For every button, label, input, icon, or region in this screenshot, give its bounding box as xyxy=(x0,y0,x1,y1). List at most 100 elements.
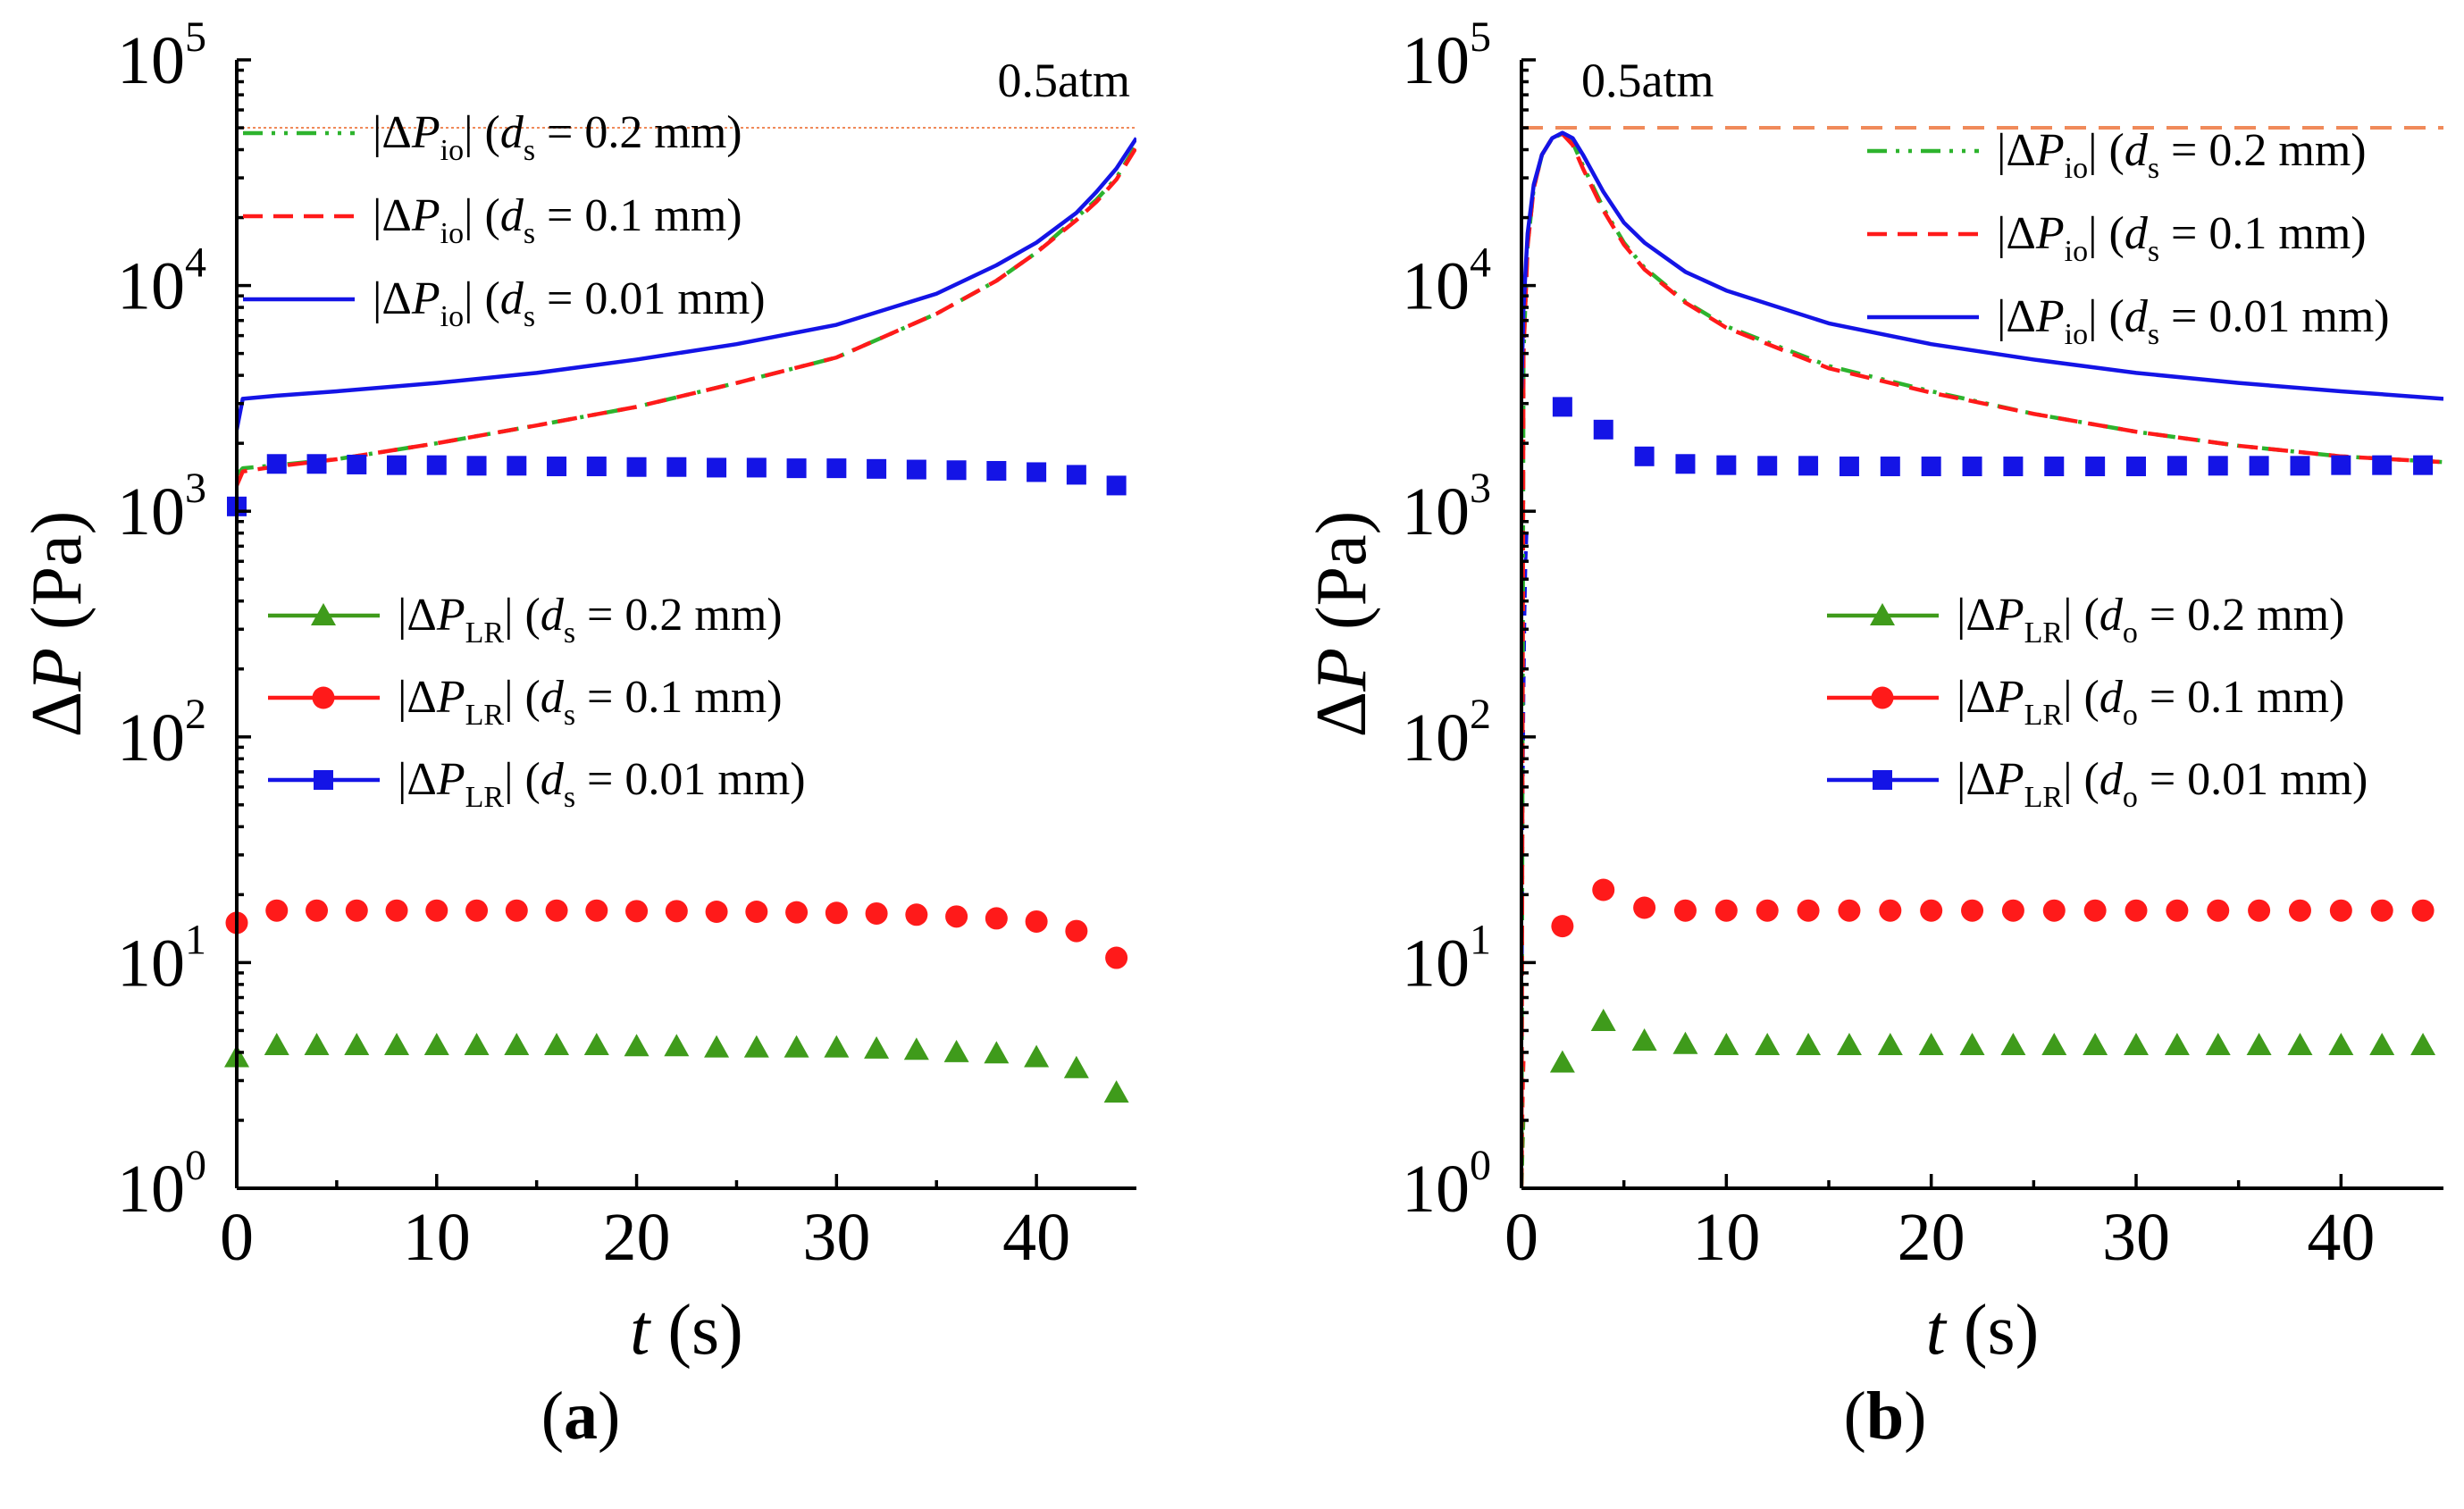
legend-marker xyxy=(314,770,333,790)
data-point xyxy=(1838,899,1861,922)
data-point xyxy=(1756,899,1779,922)
y-axis-title: ΔP (Pa) xyxy=(18,511,96,738)
x-tick-label: 20 xyxy=(1898,1200,1965,1275)
data-point xyxy=(1552,397,1572,417)
data-point xyxy=(1675,454,1696,474)
data-point xyxy=(583,1032,609,1055)
data-point xyxy=(1066,465,1086,485)
data-point xyxy=(545,899,568,922)
data-point xyxy=(347,454,367,474)
data-point xyxy=(1880,457,1900,477)
data-point xyxy=(2083,899,2107,922)
legend-marker xyxy=(312,686,335,709)
legend-marker xyxy=(1871,686,1894,709)
data-point xyxy=(1877,1032,1903,1055)
y-tick-label: 102 xyxy=(117,691,206,775)
data-point xyxy=(1836,1032,1862,1055)
data-point xyxy=(664,1034,690,1057)
data-point xyxy=(2328,1032,2354,1055)
data-point xyxy=(1672,1031,1698,1054)
data-point xyxy=(2208,456,2228,476)
legend-label: |ΔPio| (ds = 0.1 mm) xyxy=(1997,208,2367,268)
y-tick-label: 101 xyxy=(1402,916,1491,1001)
x-tick-label: 20 xyxy=(603,1200,671,1275)
panel-a: 0.5atm 0 10 20 30 40 100 101 102 103 104 105 t (s) ΔP… xyxy=(18,13,1136,1454)
legend-label: |ΔPio| (ds = 0.01 mm) xyxy=(373,273,766,333)
data-point xyxy=(1918,1032,1944,1055)
startup-transient-0 xyxy=(1521,532,1529,973)
data-point xyxy=(265,899,289,922)
data-point xyxy=(2410,1032,2436,1055)
data-point xyxy=(1592,878,1615,901)
legend-entry-marker-1: |ΔPLR| (do = 0.1 mm) xyxy=(1827,672,2344,732)
data-point xyxy=(2288,899,2311,922)
data-point xyxy=(2166,456,2187,476)
y-tick-label: 100 xyxy=(117,1142,206,1227)
marker-series-0 xyxy=(224,1032,1129,1103)
y-tick-label: 105 xyxy=(117,13,206,98)
legend-label: |ΔPio| (ds = 0.1 mm) xyxy=(373,190,742,250)
data-point xyxy=(2166,899,2189,922)
data-point xyxy=(1065,919,1088,943)
data-point xyxy=(785,901,809,924)
data-point xyxy=(1716,455,1737,475)
data-point xyxy=(824,1035,850,1058)
data-point xyxy=(2041,1032,2067,1055)
data-point xyxy=(2370,899,2393,922)
data-point xyxy=(585,899,608,922)
y-tick-label: 100 xyxy=(1402,1142,1491,1227)
data-point xyxy=(1714,899,1738,922)
data-point xyxy=(2001,899,2024,922)
data-point xyxy=(2125,899,2148,922)
data-point xyxy=(1027,462,1047,482)
data-point xyxy=(2164,1032,2190,1055)
data-point xyxy=(464,1032,490,1055)
data-point xyxy=(1105,946,1128,969)
legend-entry-line-2: |ΔPio| (ds = 0.01 mm) xyxy=(243,273,766,333)
legend-entry-marker-1: |ΔPLR| (ds = 0.1 mm) xyxy=(268,672,783,732)
data-point xyxy=(344,1032,370,1055)
data-point xyxy=(1959,1032,1985,1055)
x-tick-label: 10 xyxy=(403,1200,471,1275)
legend-label: |ΔPLR| (do = 0.2 mm) xyxy=(1957,590,2344,650)
x-tick-label: 10 xyxy=(1692,1200,1760,1275)
data-point xyxy=(2411,899,2435,922)
data-point xyxy=(2207,899,2230,922)
legend-entry-line-0: |ΔPio| (ds = 0.2 mm) xyxy=(243,107,742,167)
data-point xyxy=(1634,446,1655,466)
data-point xyxy=(1025,910,1048,933)
marker-series-0 xyxy=(1549,1008,2436,1073)
data-point xyxy=(985,907,1008,930)
data-point xyxy=(943,1039,969,1062)
data-point xyxy=(784,1035,809,1058)
legend-entry-line-1: |ΔPio| (ds = 0.1 mm) xyxy=(243,190,742,250)
data-point xyxy=(1631,1027,1657,1051)
legend-label: |ΔPLR| (ds = 0.01 mm) xyxy=(398,754,806,814)
data-point xyxy=(1673,899,1697,922)
data-point xyxy=(903,1037,929,1060)
data-point xyxy=(1797,899,1820,922)
y-tick-label: 103 xyxy=(117,465,206,549)
data-point xyxy=(504,1032,530,1055)
data-point xyxy=(384,1032,410,1055)
x-tick-label: 0 xyxy=(220,1200,254,1275)
data-point xyxy=(1633,896,1656,919)
data-point xyxy=(2413,455,2434,475)
legend-marker xyxy=(1870,603,1895,625)
marker-series-1 xyxy=(225,899,1128,969)
legend-entry-marker-0: |ΔPLR| (ds = 0.2 mm) xyxy=(268,590,783,650)
data-point xyxy=(864,1035,890,1059)
data-point xyxy=(2329,899,2352,922)
data-point xyxy=(867,458,887,479)
x-axis-title: t (s) xyxy=(630,1291,743,1370)
data-point xyxy=(825,901,848,925)
data-point xyxy=(1796,1032,1822,1055)
data-point xyxy=(984,1041,1010,1064)
data-point xyxy=(786,458,807,479)
data-point xyxy=(624,1034,650,1057)
legend-marker xyxy=(1873,770,1892,790)
legend-label: |ΔPio| (ds = 0.2 mm) xyxy=(373,107,742,167)
data-point xyxy=(2085,457,2106,477)
data-point xyxy=(704,1035,730,1058)
